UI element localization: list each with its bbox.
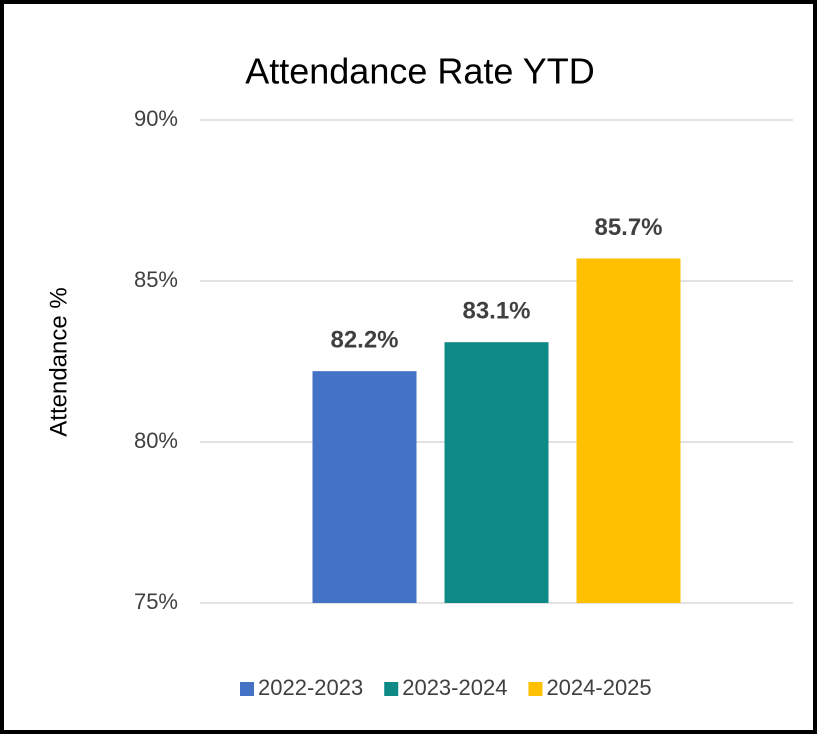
bar — [576, 258, 681, 603]
data-label: 82.2% — [330, 327, 398, 354]
y-axis-title: Attendance % — [45, 287, 72, 436]
legend-swatch — [384, 682, 399, 696]
legend-swatch — [528, 682, 543, 696]
legend-label: 2022-2023 — [258, 675, 363, 700]
data-label: 83.1% — [462, 298, 530, 325]
y-tick-label: 90% — [134, 106, 178, 131]
data-label: 85.7% — [594, 214, 662, 241]
bar — [444, 342, 549, 603]
y-tick-label: 80% — [134, 428, 178, 453]
legend-label: 2024-2025 — [546, 675, 651, 700]
legend-label: 2023-2024 — [402, 675, 507, 700]
bar — [312, 371, 417, 603]
y-tick-label: 85% — [134, 267, 178, 292]
y-tick-label: 75% — [134, 589, 178, 614]
chart-title: Attendance Rate YTD — [245, 51, 595, 92]
legend-swatch — [240, 682, 254, 696]
